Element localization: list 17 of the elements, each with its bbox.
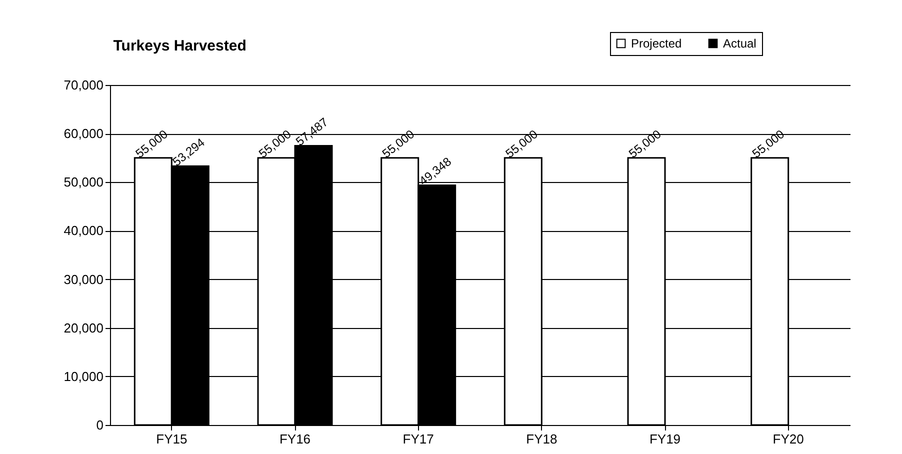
x-tick-label: FY20 bbox=[772, 432, 804, 446]
chart-title: Turkeys Harvested bbox=[113, 38, 246, 54]
y-tick-label: 70,000 bbox=[64, 78, 104, 92]
y-tick-label: 60,000 bbox=[64, 126, 104, 142]
y-tick-label: 50,000 bbox=[64, 174, 104, 190]
x-tick-label: FY18 bbox=[526, 432, 558, 446]
y-tick-label: 0 bbox=[96, 418, 104, 432]
x-tick-label: FY17 bbox=[402, 432, 434, 446]
y-tick-label: 40,000 bbox=[64, 223, 104, 238]
x-tick-label: FY19 bbox=[649, 432, 681, 446]
y-tick-label: 20,000 bbox=[64, 320, 104, 336]
x-tick-label: FY16 bbox=[279, 432, 311, 446]
y-tick-label: 30,000 bbox=[64, 272, 104, 287]
x-tick-label: FY15 bbox=[156, 432, 188, 446]
y-tick-label: 10,000 bbox=[64, 368, 104, 384]
legend-label: Actual bbox=[723, 36, 756, 50]
legend-label: Projected bbox=[631, 36, 682, 50]
